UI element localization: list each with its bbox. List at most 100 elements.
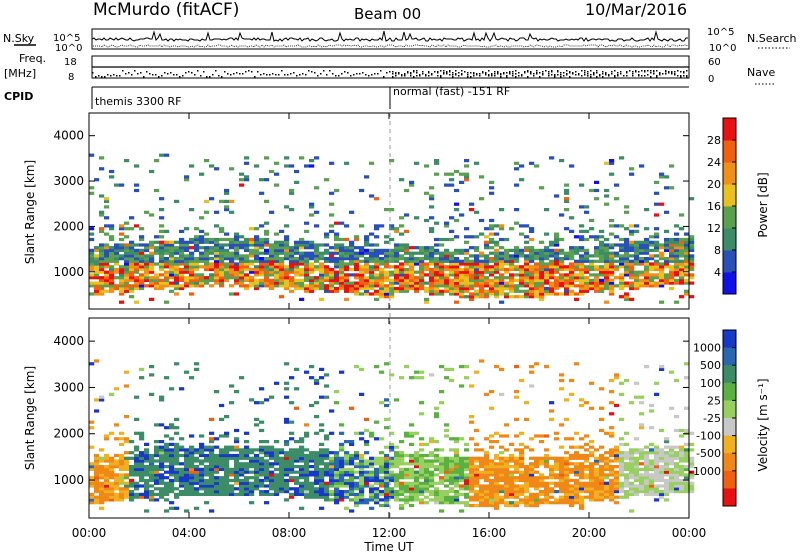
nave-point: [371, 74, 373, 76]
velocity-cell: [679, 465, 684, 468]
velocity-cell: [189, 479, 194, 482]
velocity-cell: [484, 484, 489, 487]
power-cell: [469, 254, 474, 257]
velocity-cell: [284, 382, 289, 385]
velocity-cell: [584, 487, 589, 490]
nave-point: [254, 76, 256, 78]
velocity-cell: [244, 476, 249, 479]
velocity-cell: [489, 446, 494, 449]
power-cell: [284, 276, 289, 279]
nave-point: [152, 74, 154, 76]
velocity-cell: [569, 487, 574, 490]
velocity-cell: [564, 471, 569, 474]
velocity-cell: [634, 437, 639, 440]
velocity-cell: [109, 468, 114, 471]
velocity-cell: [549, 401, 554, 404]
velocity-cell: [184, 490, 189, 493]
velocity-cell: [414, 376, 419, 379]
velocity-cell: [379, 498, 384, 501]
nave-point: [509, 71, 511, 73]
velocity-cell: [194, 490, 199, 493]
power-cell: [424, 282, 429, 285]
power-cell: [674, 238, 679, 241]
velocity-cell: [514, 468, 519, 471]
power-cell: [274, 173, 279, 176]
velocity-cell: [564, 493, 569, 496]
velocity-cell: [429, 490, 434, 493]
nave-point: [119, 75, 121, 77]
power-cell: [444, 290, 449, 293]
nave-point: [572, 73, 574, 75]
velocity-cell: [149, 468, 154, 471]
nave-point: [563, 72, 565, 74]
velocity-cell: [269, 487, 274, 490]
power-cell: [229, 252, 234, 255]
velocity-cell: [209, 451, 214, 454]
velocity-cell: [439, 490, 444, 493]
velocity-cell: [554, 457, 559, 460]
velocity-cell: [409, 504, 414, 507]
power-cell: [164, 241, 169, 244]
power-cell: [114, 276, 119, 279]
velocity-cell: [199, 462, 204, 465]
velocity-cell: [614, 487, 619, 490]
power-cell: [169, 241, 174, 244]
velocity-cell: [244, 457, 249, 460]
velocity-cell: [304, 479, 309, 482]
velocity-cell: [384, 426, 389, 429]
velocity-cell: [94, 409, 99, 412]
velocity-cell: [174, 426, 179, 429]
velocity-cell: [324, 396, 329, 399]
velocity-cell: [569, 454, 574, 457]
velocity-cell: [524, 476, 529, 479]
velocity-cell: [329, 432, 334, 435]
velocity-cell: [649, 490, 654, 493]
velocity-cell: [564, 437, 569, 440]
velocity-cell: [494, 507, 499, 510]
velocity-cell: [594, 462, 599, 465]
velocity-cell: [674, 482, 679, 485]
velocity-cell: [574, 471, 579, 474]
velocity-cell: [249, 471, 254, 474]
velocity-cell: [349, 471, 354, 474]
power-cell: [374, 290, 379, 293]
velocity-cell: [534, 457, 539, 460]
velocity-cell: [349, 476, 354, 479]
velocity-cell: [644, 451, 649, 454]
velocity-cell: [239, 462, 244, 465]
power-cell: [309, 164, 314, 167]
velocity-cell: [439, 501, 444, 504]
velocity-cell: [114, 465, 119, 468]
velocity-cell: [99, 468, 104, 471]
power-cell: [589, 227, 594, 230]
power-cell: [669, 276, 674, 279]
velocity-cell: [294, 454, 299, 457]
nave-point: [392, 73, 394, 75]
velocity-cell: [634, 479, 639, 482]
power-cell: [254, 252, 259, 255]
velocity-cell: [274, 457, 279, 460]
nave-point: [479, 73, 481, 75]
velocity-cell: [499, 446, 504, 449]
velocity-cell: [484, 454, 489, 457]
power-cell: [549, 241, 554, 244]
velocity-cell: [224, 468, 229, 471]
velocity-cell: [259, 482, 264, 485]
velocity-cell: [349, 490, 354, 493]
velocity-cell: [684, 482, 689, 485]
nave-point: [425, 74, 427, 76]
velocity-cell: [229, 468, 234, 471]
power-cell: [559, 292, 564, 295]
velocity-cell: [179, 493, 184, 496]
velocity-cell: [669, 371, 674, 374]
velocity-cell: [179, 479, 184, 482]
velocity-cell: [464, 476, 469, 479]
velocity-cell: [154, 482, 159, 485]
velocity-cell: [514, 418, 519, 421]
velocity-cell: [454, 490, 459, 493]
velocity-cell: [489, 434, 494, 437]
power-cell: [434, 265, 439, 268]
velocity-cell: [454, 468, 459, 471]
power-cell: [649, 262, 654, 265]
velocity-cell: [319, 376, 324, 379]
